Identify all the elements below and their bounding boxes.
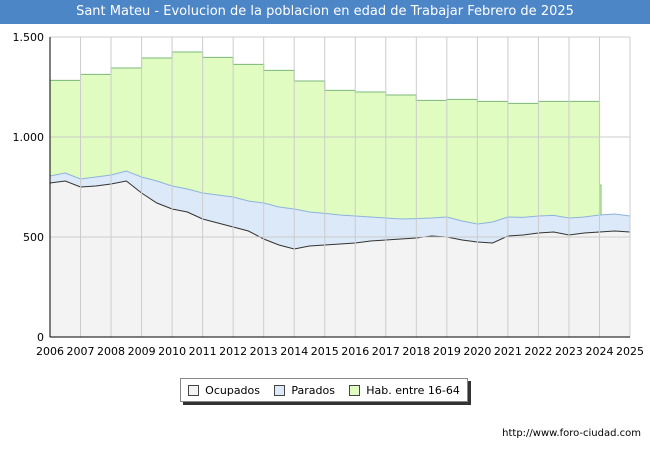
x-tick-label: 2023 (555, 345, 583, 358)
legend: Ocupados Parados Hab. entre 16-64 (180, 378, 468, 402)
legend-label-parados: Parados (291, 383, 335, 397)
legend-swatch-hab (349, 384, 361, 396)
x-tick-label: 2019 (433, 345, 461, 358)
x-tick-label: 2025 (616, 345, 644, 358)
legend-item-ocupados: Ocupados (188, 384, 260, 397)
x-tick-label: 2020 (463, 345, 491, 358)
legend-label-ocupados: Ocupados (205, 383, 261, 397)
x-tick-label: 2017 (372, 345, 400, 358)
x-tick-label: 2008 (97, 345, 125, 358)
legend-swatch-parados (274, 384, 286, 396)
x-tick-label: 2022 (524, 345, 552, 358)
x-tick-label: 2012 (219, 345, 247, 358)
x-tick-label: 2014 (280, 345, 308, 358)
x-tick-label: 2013 (250, 345, 278, 358)
x-tick-label: 2016 (341, 345, 369, 358)
chart-area: 2006 2007 2008 2009 2010 2011 2012 2013 2014 2015… (13, 31, 645, 358)
series-ocupados-line (49, 180, 631, 250)
legend-label-hab: Hab. entre 16-64 (366, 383, 460, 397)
legend-item-parados: Parados (274, 384, 335, 397)
y-tick-label: 1.000 (13, 131, 45, 144)
x-tick-label: 2011 (189, 345, 217, 358)
x-tick-label: 2024 (585, 345, 613, 358)
y-tick-label: 500 (23, 231, 44, 244)
y-tick-label: 0 (37, 331, 44, 344)
source-url: http://www.foro-ciudad.com (502, 428, 641, 439)
x-tick-label: 2015 (311, 345, 339, 358)
x-tick-label: 2006 (36, 345, 64, 358)
x-tick-label: 2009 (128, 345, 156, 358)
x-tick-label: 2010 (158, 345, 186, 358)
series-ocupados-area (50, 181, 630, 337)
y-tick-label: 1.500 (13, 31, 45, 44)
chart-title: Sant Mateu - Evolucion de la poblacion e… (0, 0, 650, 24)
series-parados-line (49, 170, 631, 225)
x-tick-label: 2021 (494, 345, 522, 358)
legend-item-hab: Hab. entre 16-64 (349, 384, 460, 397)
x-tick-label: 2007 (67, 345, 95, 358)
legend-swatch-ocupados (188, 384, 200, 396)
x-tick-label: 2018 (402, 345, 430, 358)
